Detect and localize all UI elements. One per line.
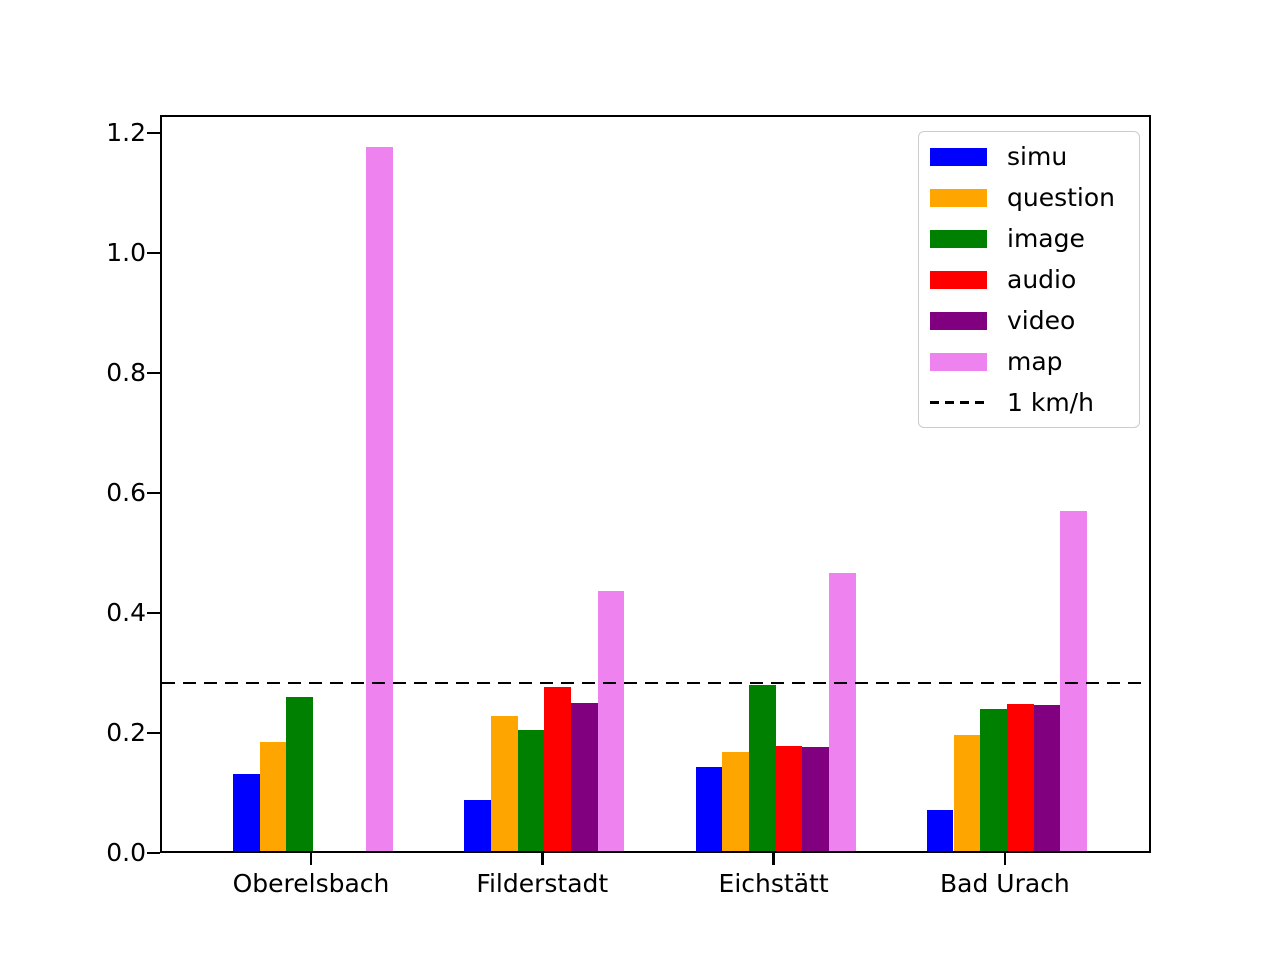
legend-label-1kmh: 1 km/h: [1007, 388, 1094, 417]
legend-dash-sample: [930, 401, 987, 404]
bar-map-filderstadt: [597, 590, 625, 851]
legend-item-map: map: [919, 341, 1139, 382]
legend-swatch-simu: [930, 147, 987, 166]
y-tick-mark: [147, 851, 160, 855]
y-tick-mark: [147, 611, 160, 615]
legend-label-video: video: [1007, 306, 1076, 335]
bar-simu-bad-urach: [926, 810, 954, 851]
x-tick-mark: [772, 853, 775, 865]
y-tick-label-0.2: 0.2: [106, 718, 146, 747]
bar-question-oberelsbach: [259, 742, 287, 851]
legend-swatch-audio: [930, 270, 987, 289]
bar-simu-oberelsbach: [232, 773, 260, 851]
bar-simu-eichst-tt: [695, 767, 723, 851]
y-tick-mark: [147, 131, 160, 135]
bar-question-filderstadt: [490, 716, 518, 851]
x-category-label-filderstadt: Filderstadt: [476, 869, 609, 898]
y-tick-label-1.0: 1.0: [106, 238, 146, 267]
bar-video-eichst-tt: [802, 746, 829, 851]
y-tick-label-0.0: 0.0: [106, 838, 146, 867]
legend: simu question image audio video map 1 km/h: [918, 131, 1140, 428]
x-tick-mark: [309, 853, 313, 865]
y-tick-mark: [147, 491, 160, 495]
reference-line-1kmh: [162, 681, 1149, 685]
bar-map-bad-urach: [1060, 510, 1087, 851]
y-tick-label-1.2: 1.2: [106, 118, 146, 147]
bar-image-eichst-tt: [748, 685, 776, 851]
x-category-label-oberelsbach: Oberelsbach: [232, 869, 390, 898]
bars-container: [162, 117, 1149, 851]
bar-video-bad-urach: [1033, 705, 1061, 851]
legend-swatch-question: [930, 188, 987, 207]
y-tick-label-0.6: 0.6: [106, 478, 146, 507]
y-tick-label-0.4: 0.4: [106, 598, 146, 627]
y-tick-label-0.8: 0.8: [106, 358, 146, 387]
legend-item-question: question: [919, 177, 1139, 218]
legend-label-map: map: [1007, 347, 1063, 376]
reference-line-layer: [162, 117, 1149, 851]
x-category-label-eichst-tt: Eichstätt: [718, 869, 829, 898]
legend-label-audio: audio: [1007, 265, 1077, 294]
bar-audio-bad-urach: [1006, 704, 1034, 851]
x-tick-mark: [541, 853, 544, 865]
bar-video-filderstadt: [571, 703, 598, 851]
legend-item-image: image: [919, 218, 1139, 259]
legend-label-simu: simu: [1007, 142, 1068, 171]
legend-item-video: video: [919, 300, 1139, 341]
y-tick-mark: [147, 371, 160, 375]
legend-item-simu: simu: [919, 136, 1139, 177]
bar-image-filderstadt: [517, 730, 545, 851]
bar-question-bad-urach: [953, 735, 981, 851]
legend-label-image: image: [1007, 224, 1085, 253]
legend-label-question: question: [1007, 183, 1116, 212]
bar-simu-filderstadt: [464, 800, 491, 851]
legend-swatch-video: [930, 311, 987, 330]
x-tick-mark: [1003, 853, 1007, 865]
bar-map-eichst-tt: [829, 572, 856, 851]
legend-swatch-map: [930, 352, 987, 371]
legend-item-audio: audio: [919, 259, 1139, 300]
bar-image-bad-urach: [980, 709, 1007, 851]
y-tick-mark: [147, 251, 160, 255]
bar-map-oberelsbach: [366, 147, 394, 851]
bar-image-oberelsbach: [286, 696, 313, 851]
x-category-label-bad-urach: Bad Urach: [940, 869, 1070, 898]
legend-item-reference-line: 1 km/h: [919, 382, 1139, 423]
bar-audio-filderstadt: [544, 686, 571, 851]
bar-question-eichst-tt: [722, 752, 749, 851]
legend-swatch-image: [930, 229, 987, 248]
bar-audio-eichst-tt: [775, 746, 803, 851]
y-tick-mark: [147, 731, 160, 735]
